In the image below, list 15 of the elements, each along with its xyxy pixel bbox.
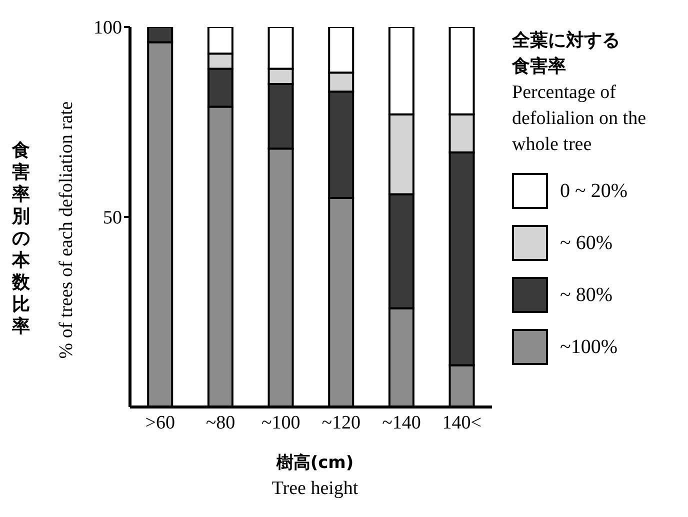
x-tick-label: ~140	[382, 412, 421, 434]
x-tick-label: ~100	[261, 412, 300, 434]
legend-label: ~ 80%	[560, 283, 612, 308]
x-tick-label: ~120	[322, 412, 361, 434]
legend-label: ~100%	[560, 335, 618, 360]
x-tick-label: >60	[145, 412, 176, 434]
text: 食害率別の本数比率 % of trees of each defoliation rate	[12, 101, 77, 359]
y-tick-label: 100	[94, 18, 122, 39]
legend-title: 全葉に対する食害率 Percentage of defolialion on the whole tree	[512, 29, 648, 157]
x-tick-label: 140<	[442, 412, 482, 434]
x-axis-title: 樹高(cm) Tree height	[270, 452, 360, 501]
legend-label: ~ 60%	[560, 231, 612, 256]
legend-label: 0 ~ 20%	[560, 179, 628, 204]
x-tick-label: ~80	[206, 412, 236, 434]
y-tick-label: 50	[103, 208, 122, 229]
